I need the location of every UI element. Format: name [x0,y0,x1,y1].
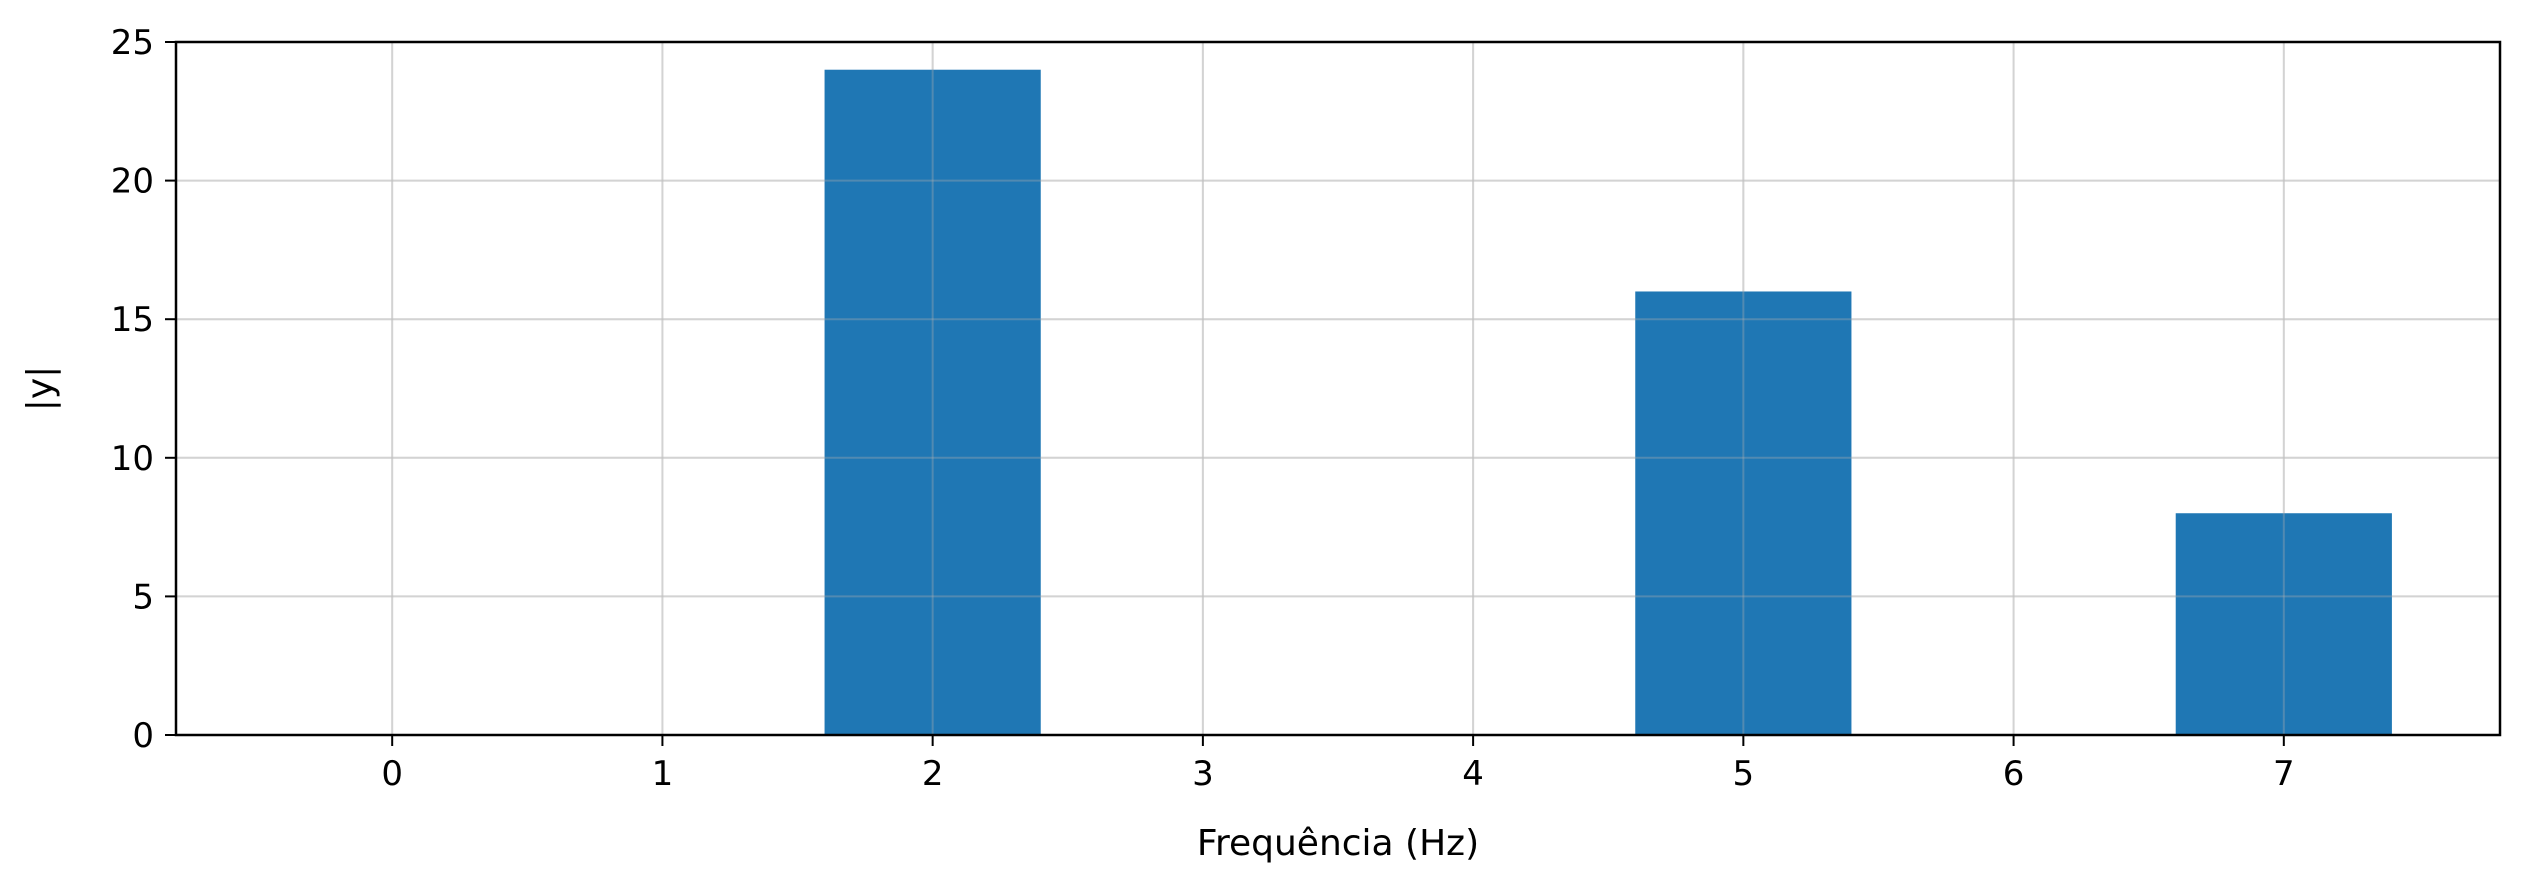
x-tick-label: 4 [1462,754,1484,794]
x-tick-label: 2 [922,754,944,794]
x-axis-ticks: 0 1 2 3 4 5 6 7 [381,735,2295,794]
y-tick-label: 5 [132,577,154,617]
x-tick-label: 5 [1733,754,1755,794]
y-tick-label: 10 [111,439,154,479]
bar-freq-5 [1635,291,1852,735]
bars [824,69,2392,736]
bar-freq-2 [824,69,1041,736]
y-axis-label: |y| [20,366,61,412]
x-axis-label: Frequência (Hz) [1197,823,1479,864]
x-tick-label: 1 [652,754,674,794]
x-tick-label: 3 [1192,754,1214,794]
x-tick-label: 0 [381,754,403,794]
bar-freq-7 [2175,513,2392,735]
y-axis-ticks: 0 5 10 15 20 25 [111,23,176,756]
y-tick-label: 0 [132,716,154,756]
x-tick-label: 7 [2273,754,2295,794]
plot-area-frame [174,40,2502,737]
y-tick-label: 15 [111,300,154,340]
y-tick-label: 25 [111,23,154,63]
x-tick-label: 6 [2003,754,2025,794]
y-tick-label: 20 [111,162,154,202]
